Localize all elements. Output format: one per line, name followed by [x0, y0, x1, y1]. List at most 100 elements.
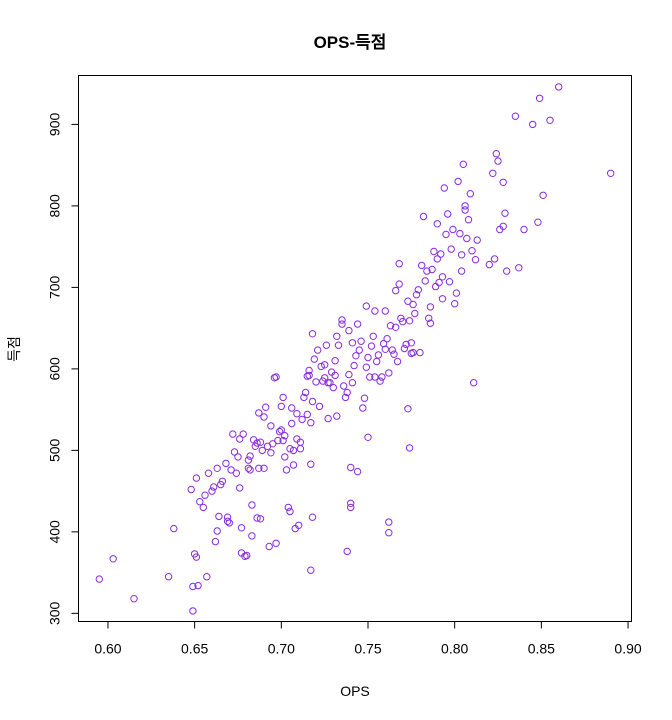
data-point — [277, 402, 285, 411]
data-point — [347, 503, 355, 512]
data-point — [279, 393, 287, 402]
data-point — [243, 551, 251, 560]
x-tick-label: 0.80 — [441, 641, 468, 657]
data-point — [298, 415, 306, 424]
data-point — [425, 314, 433, 322]
data-point — [350, 361, 358, 370]
data-point — [321, 374, 329, 382]
data-point — [227, 466, 235, 474]
y-tick-label: 800 — [47, 194, 63, 218]
data-point — [362, 363, 370, 371]
data-point — [438, 295, 447, 303]
data-point — [468, 247, 476, 255]
data-point — [312, 378, 320, 386]
data-point — [314, 346, 322, 354]
data-point — [489, 169, 497, 178]
data-point — [307, 566, 315, 574]
y-tick-label: 900 — [47, 113, 63, 137]
data-point — [324, 414, 332, 423]
data-point — [315, 402, 324, 411]
data-point — [457, 251, 466, 259]
data-point — [282, 466, 291, 474]
data-point — [340, 382, 348, 390]
data-point — [288, 404, 296, 412]
data-point — [362, 302, 370, 310]
data-point — [272, 373, 280, 381]
data-point — [390, 350, 398, 358]
data-point — [237, 524, 246, 532]
data-point — [459, 160, 467, 169]
data-point — [433, 220, 441, 228]
data-point — [317, 362, 325, 371]
data-point — [520, 225, 528, 234]
data-point — [409, 348, 417, 357]
data-point — [223, 517, 232, 525]
y-tick-label: 400 — [47, 520, 63, 544]
data-point — [307, 460, 315, 468]
data-point — [229, 430, 237, 438]
data-point — [267, 422, 275, 430]
data-point — [248, 501, 256, 509]
data-point — [494, 157, 502, 165]
data-point — [331, 371, 339, 380]
data-point — [353, 467, 362, 476]
plot-frame — [78, 75, 632, 622]
data-point — [246, 466, 254, 474]
data-point — [367, 342, 376, 350]
data-point — [307, 419, 315, 427]
data-point — [426, 303, 435, 311]
data-point — [402, 340, 410, 349]
data-point — [300, 393, 308, 402]
data-point — [490, 255, 499, 263]
y-tick-label: 300 — [47, 601, 63, 625]
data-point — [345, 370, 353, 379]
data-point — [213, 527, 221, 535]
data-point — [296, 445, 305, 453]
data-point — [310, 355, 318, 363]
data-point — [253, 514, 261, 522]
data-point — [170, 524, 178, 533]
data-point — [265, 542, 273, 551]
data-point — [192, 553, 201, 561]
data-point — [546, 116, 554, 125]
data-point — [244, 464, 253, 472]
data-point — [341, 393, 350, 402]
data-point — [296, 438, 305, 446]
data-point — [225, 519, 234, 527]
data-point — [529, 120, 537, 129]
data-point — [438, 273, 447, 281]
data-point — [208, 487, 216, 495]
x-axis: 0.60 0.65 0.70 0.75 0.80 0.85 0.90 — [94, 621, 642, 657]
data-point — [452, 289, 461, 297]
data-point — [277, 426, 285, 434]
data-point — [289, 461, 298, 469]
data-point — [435, 278, 443, 287]
data-point — [511, 112, 520, 120]
data-point — [381, 345, 389, 353]
data-point — [457, 267, 466, 275]
data-point — [305, 371, 313, 380]
data-point — [203, 573, 211, 581]
chart-title: OPS-득점 — [314, 33, 387, 52]
data-point — [213, 464, 221, 472]
data-point — [262, 403, 270, 411]
data-point — [461, 202, 469, 210]
data-point — [449, 225, 457, 234]
data-point — [303, 410, 311, 419]
data-point — [499, 222, 507, 231]
data-point — [359, 404, 367, 412]
data-point — [411, 309, 419, 318]
data-point — [189, 582, 197, 591]
data-point — [395, 280, 403, 288]
data-point — [308, 397, 317, 406]
data-point — [274, 436, 282, 445]
data-point — [295, 521, 303, 529]
data-point — [534, 218, 542, 226]
data-point — [286, 507, 294, 516]
data-point — [405, 444, 414, 452]
data-point — [463, 234, 471, 243]
data-point — [284, 503, 292, 512]
data-point — [404, 297, 412, 305]
data-point — [333, 332, 341, 340]
data-point — [255, 409, 263, 417]
